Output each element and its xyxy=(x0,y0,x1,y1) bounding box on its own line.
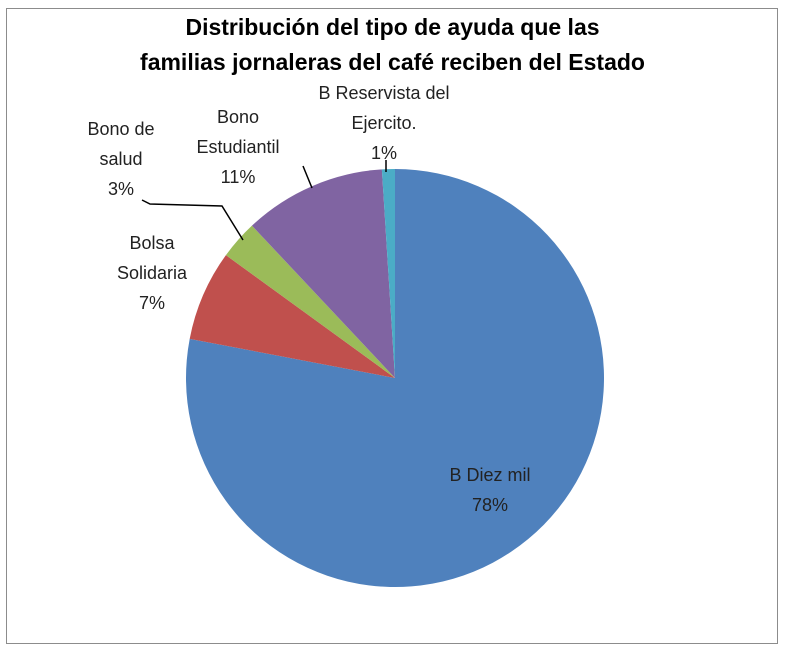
pie-slice xyxy=(251,169,395,378)
slice-name: B Reservista del Ejercito. xyxy=(318,83,450,133)
slice-name: Bono Estudiantil xyxy=(196,107,280,157)
data-label: B Reservista del Ejercito. 1% xyxy=(314,78,454,168)
slice-percent: 11% xyxy=(220,167,256,187)
pie-slice xyxy=(381,169,395,378)
data-label: B Diez mil 78% xyxy=(415,460,565,520)
slice-percent: 1% xyxy=(370,143,397,163)
pie-slice xyxy=(186,169,605,587)
pie-slice xyxy=(225,225,395,378)
slice-name: B Diez mil xyxy=(449,465,531,485)
leader-line xyxy=(141,199,244,241)
slice-percent: 78% xyxy=(471,495,509,515)
slice-name: Bolsa Solidaria xyxy=(116,233,188,283)
slice-name: Bono de salud xyxy=(87,119,155,169)
chart-title: Distribución del tipo de ayuda que las f… xyxy=(140,14,645,75)
data-label: Bono de salud 3% xyxy=(71,114,171,204)
pie-slice xyxy=(189,255,395,378)
slice-percent: 7% xyxy=(138,293,165,313)
leader-line xyxy=(302,165,313,189)
data-label: Bolsa Solidaria 7% xyxy=(102,228,202,318)
slice-percent: 3% xyxy=(107,179,134,199)
data-label: Bono Estudiantil 11% xyxy=(181,102,296,192)
chart-border xyxy=(6,8,778,644)
